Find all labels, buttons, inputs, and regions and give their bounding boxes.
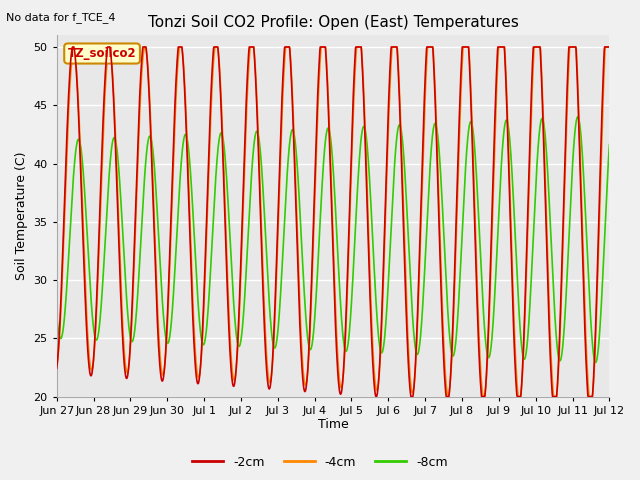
Text: No data for f_TCE_4: No data for f_TCE_4	[6, 12, 116, 23]
Text: TZ_soilco2: TZ_soilco2	[68, 47, 136, 60]
Title: Tonzi Soil CO2 Profile: Open (East) Temperatures: Tonzi Soil CO2 Profile: Open (East) Temp…	[148, 15, 518, 30]
X-axis label: Time: Time	[317, 419, 348, 432]
Legend: -2cm, -4cm, -8cm: -2cm, -4cm, -8cm	[187, 451, 453, 474]
Y-axis label: Soil Temperature (C): Soil Temperature (C)	[15, 152, 28, 280]
